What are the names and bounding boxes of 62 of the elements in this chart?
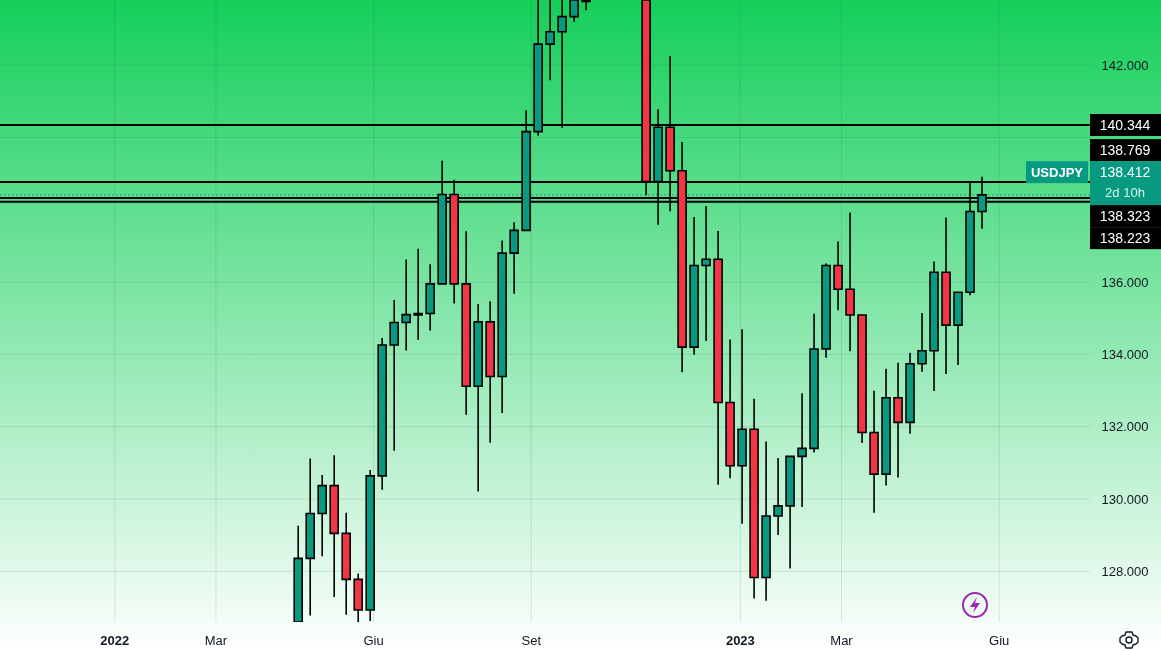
candlestick <box>545 0 555 81</box>
candlestick <box>569 0 579 22</box>
y-tick-label: 134.000 <box>1101 346 1149 362</box>
ref-line-label: 138.769 <box>1099 142 1151 159</box>
candlestick <box>833 241 843 311</box>
candlestick <box>713 231 723 485</box>
candlestick <box>485 301 495 443</box>
candlestick <box>809 313 819 453</box>
text: 2d 10h <box>1105 184 1145 200</box>
candlestick <box>941 217 951 374</box>
candlestick <box>461 231 471 415</box>
candlestick <box>929 261 939 391</box>
candlestick <box>857 314 867 444</box>
candlestick <box>389 300 399 451</box>
candlestick <box>413 248 423 340</box>
y-tick-label: 136.000 <box>1101 274 1149 290</box>
ref-line-label: 140.344 <box>1099 116 1151 133</box>
candlestick <box>401 259 411 351</box>
y-tick-label: 130.000 <box>1101 491 1149 507</box>
x-tick-label: 2023 <box>725 632 755 648</box>
candlestick <box>329 455 339 598</box>
candlestick <box>725 339 735 479</box>
candlestick <box>473 304 483 492</box>
candlestick <box>905 352 915 434</box>
candlestick <box>581 0 591 11</box>
candlestick <box>917 313 927 372</box>
candlestick <box>341 512 351 615</box>
candlestick <box>821 263 831 358</box>
candlestick <box>305 458 315 616</box>
candlestick <box>749 398 759 599</box>
legend-label: 138.412 <box>1099 164 1151 181</box>
candlestick <box>797 393 807 508</box>
candlestick <box>761 441 771 601</box>
candlestick <box>701 206 711 342</box>
x-tick-label: 2022 <box>100 632 130 648</box>
candlestick <box>317 475 327 557</box>
x-tick-label: Mar <box>204 632 228 648</box>
candlestick <box>425 264 435 331</box>
candlestick <box>365 470 375 621</box>
candlestick <box>773 458 783 535</box>
candlestick <box>869 390 879 513</box>
y-tick-label: 132.000 <box>1101 419 1149 435</box>
candlestick <box>845 212 855 352</box>
ref-line-label: 138.323 <box>1099 208 1151 225</box>
y-tick-label: 142.000 <box>1101 57 1149 73</box>
candlestick <box>509 222 519 294</box>
x-tick-label: Giu <box>363 632 384 648</box>
ref-line-label: 138.223 <box>1099 230 1151 247</box>
candlestick <box>293 525 304 622</box>
x-tick-label: Mar <box>830 632 854 648</box>
candlestick <box>737 329 747 524</box>
candlestick <box>497 240 507 414</box>
candlestick <box>785 455 795 569</box>
candlestick <box>953 291 963 365</box>
x-tick-label: Set <box>521 632 542 648</box>
y-tick-label: 128.000 <box>1101 563 1149 579</box>
candlestick <box>353 573 363 622</box>
x-tick-label: Giu <box>989 632 1010 648</box>
candlestick <box>893 362 903 478</box>
candlestick <box>689 216 699 355</box>
candlestick <box>377 338 387 490</box>
candlestick <box>881 368 891 486</box>
